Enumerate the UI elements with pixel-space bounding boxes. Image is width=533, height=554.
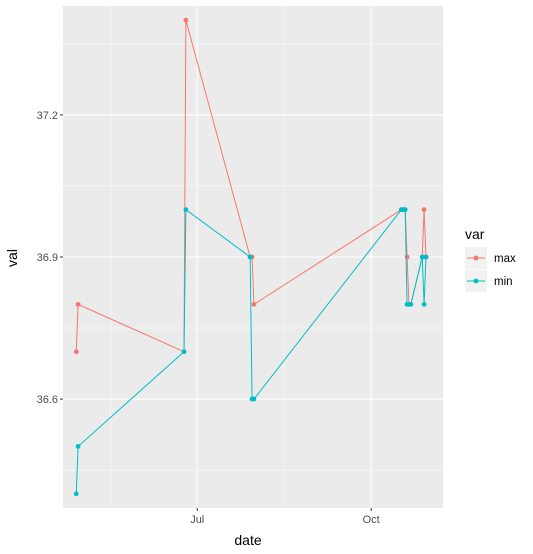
- legend-key-point: [473, 255, 479, 261]
- x-tick-label: Jul: [190, 514, 204, 526]
- axis-ticks: [60, 114, 372, 511]
- y-tick-label: 36.6: [37, 394, 58, 406]
- x-tick-labels: Jul Oct: [190, 514, 380, 526]
- legend: var max min: [465, 226, 516, 292]
- data-point-min: [402, 207, 408, 213]
- legend-title: var: [465, 226, 485, 242]
- x-axis-title: date: [234, 532, 261, 548]
- y-axis-title: val: [4, 249, 20, 267]
- x-tick-label: Oct: [363, 514, 380, 526]
- data-point-min: [73, 491, 79, 497]
- y-tick-labels: 36.6 36.9 37.2: [37, 110, 58, 406]
- data-point-max: [73, 349, 79, 355]
- data-point-max: [404, 254, 410, 260]
- legend-key-point: [473, 278, 479, 284]
- data-point-max: [75, 301, 81, 307]
- data-point-min: [251, 396, 257, 402]
- data-point-min: [421, 301, 427, 307]
- y-tick-label: 36.9: [37, 252, 58, 264]
- data-point-min: [75, 444, 81, 449]
- legend-label-min: min: [494, 276, 513, 288]
- data-point-min: [419, 254, 425, 260]
- data-point-max: [251, 301, 257, 307]
- data-point-max: [421, 207, 427, 213]
- series-min: [73, 207, 429, 497]
- y-tick-label: 37.2: [37, 110, 58, 122]
- data-point-min: [181, 349, 187, 355]
- series-layer: [73, 17, 429, 497]
- data-point-min: [183, 207, 189, 213]
- data-point-min: [247, 254, 253, 260]
- legend-label-max: max: [494, 253, 516, 265]
- data-point-min: [408, 301, 414, 307]
- data-point-min: [423, 254, 429, 260]
- data-point-max: [183, 17, 189, 23]
